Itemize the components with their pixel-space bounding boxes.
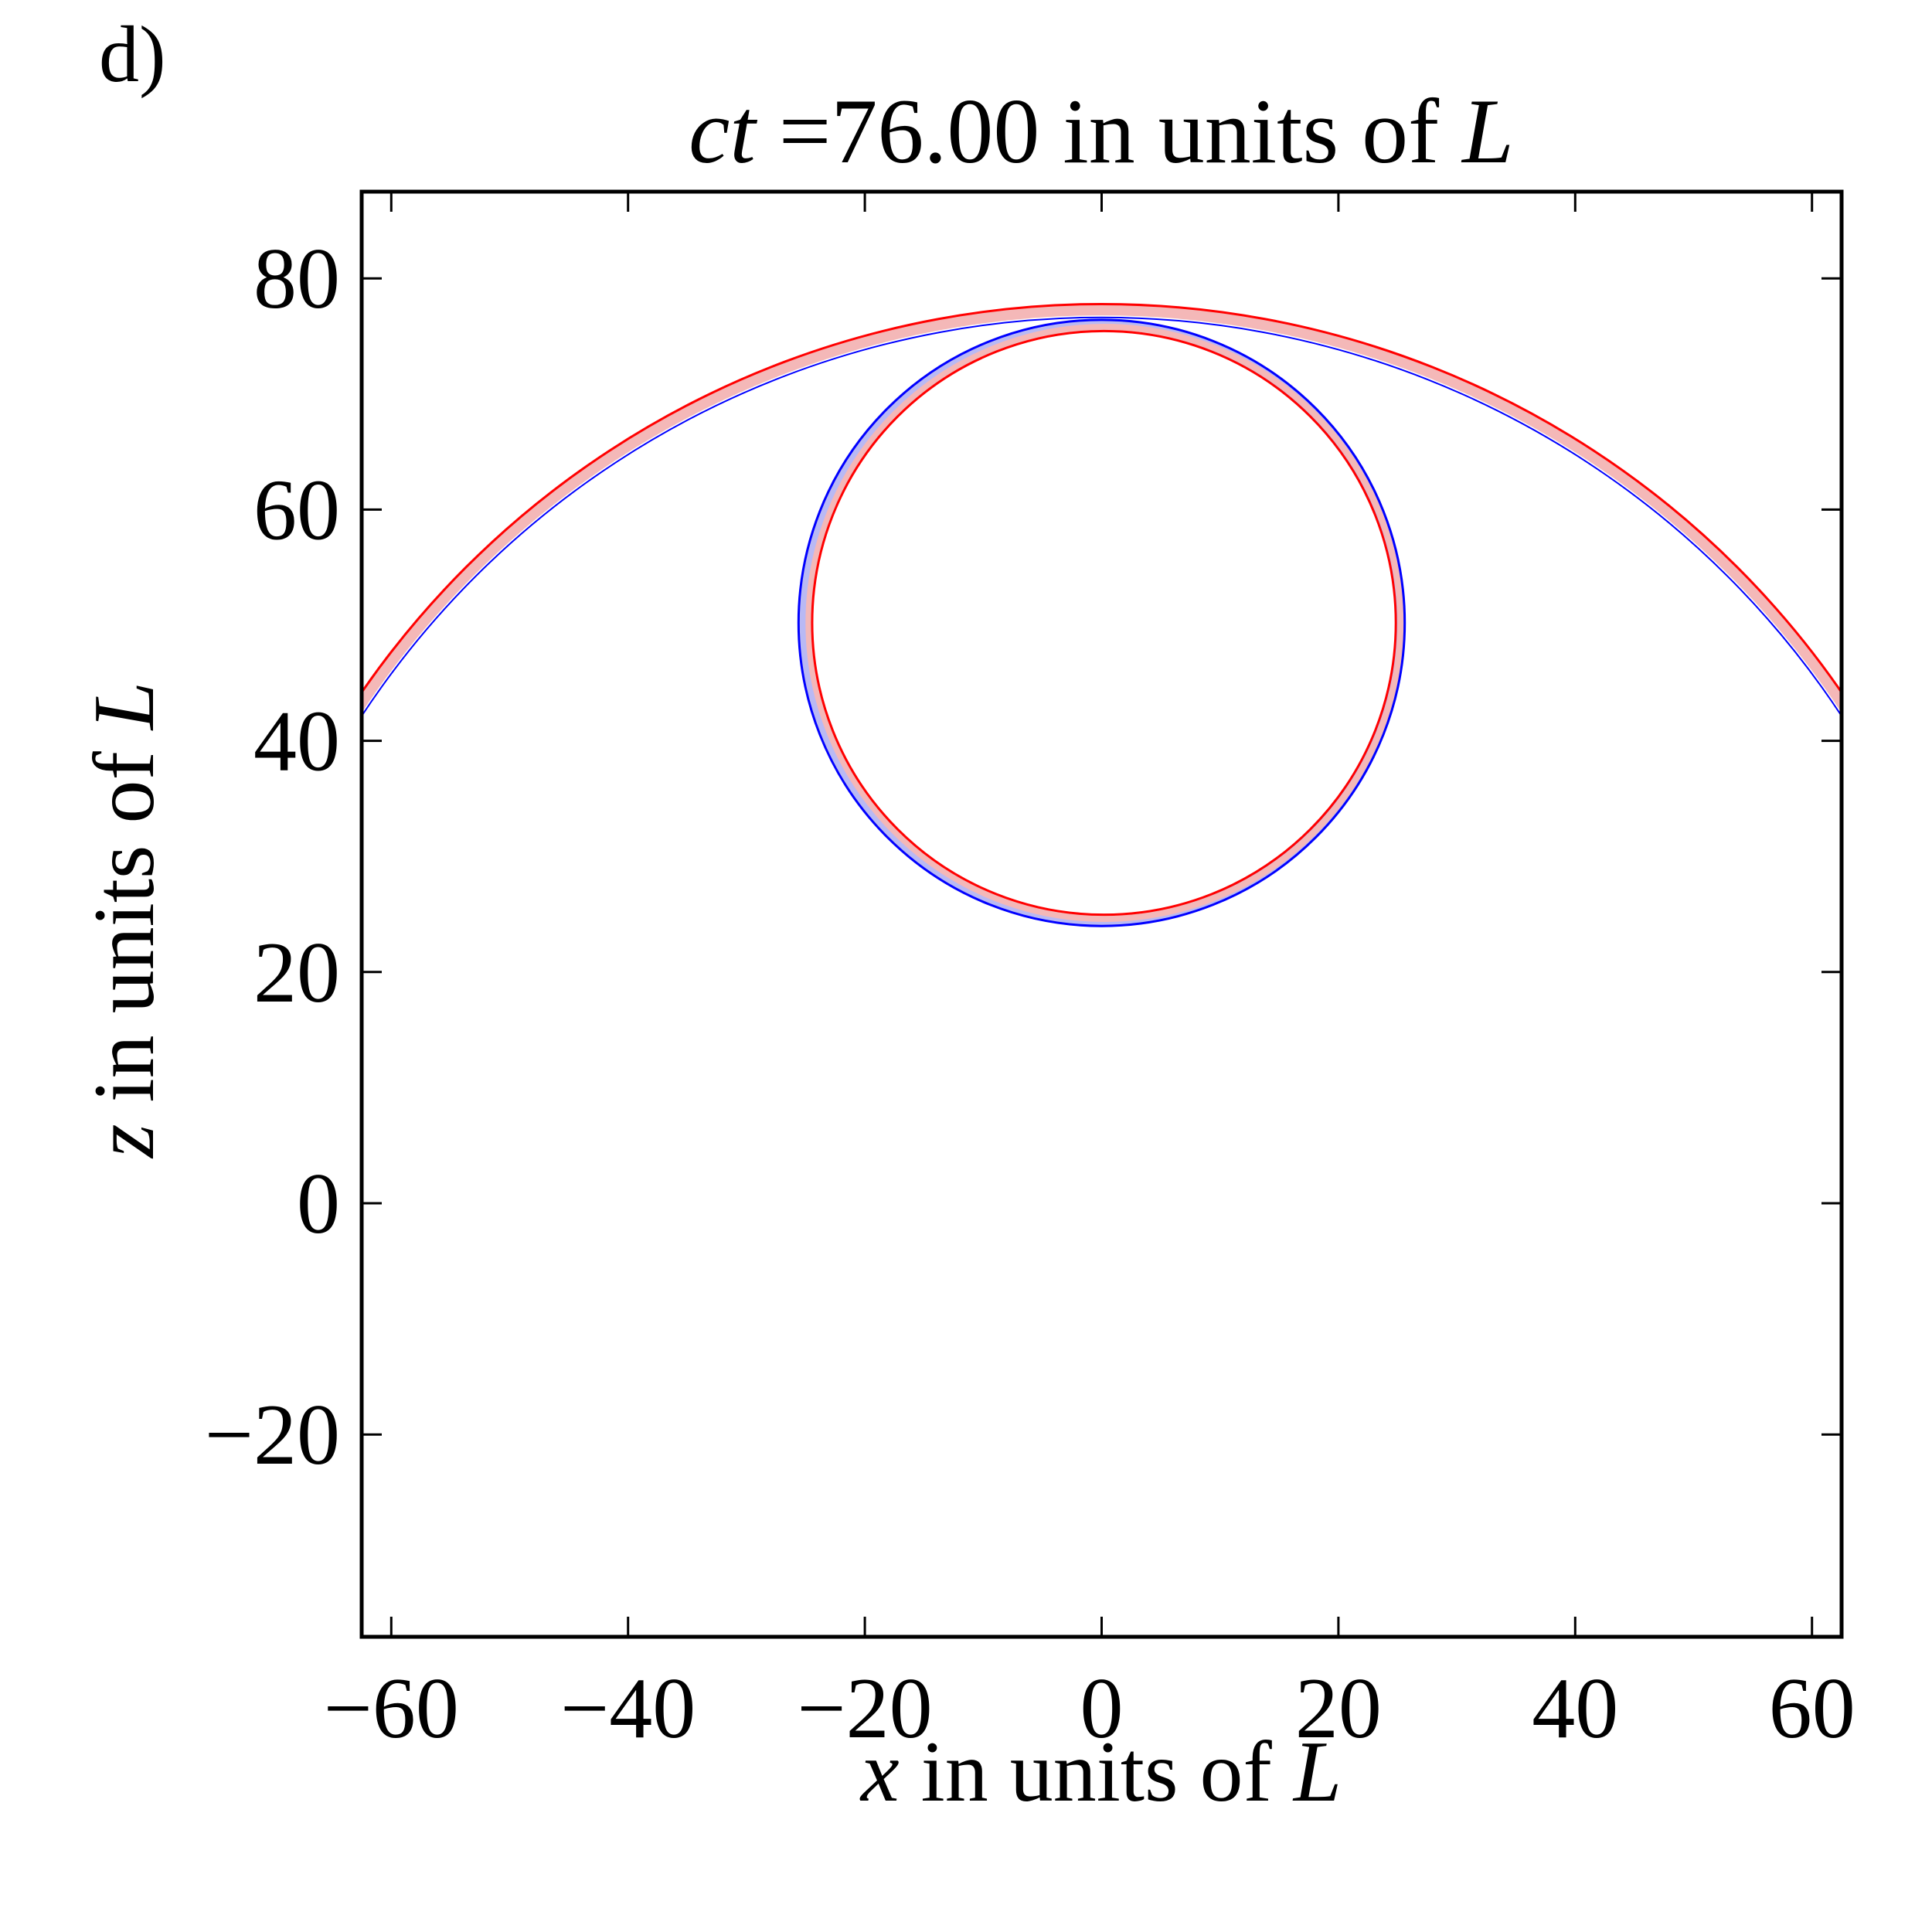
- tick-labels: −60 −40 −20 0 20 40 60 −20 0 20 40 60 80: [205, 231, 1855, 1757]
- inner-edge-blue: [797, 318, 1406, 927]
- inner-band-red: [805, 324, 1404, 923]
- title-unit: L: [1461, 80, 1514, 182]
- plot-area: [362, 303, 1842, 927]
- x-axis-variable: x: [859, 1724, 900, 1820]
- y-axis-label: z in units of L: [77, 682, 172, 1159]
- y-tick-label: 80: [253, 231, 340, 327]
- x-tick-label: −40: [560, 1661, 696, 1757]
- y-tick-label: 20: [253, 925, 340, 1021]
- y-tick-label: 60: [253, 462, 340, 558]
- x-axis-label: x in units of L: [859, 1724, 1342, 1820]
- y-tick-label: 0: [297, 1156, 340, 1252]
- x-axis-text: in units of: [900, 1724, 1294, 1820]
- inner-edge-red: [811, 329, 1397, 917]
- chart-title: ct =76.00 in units of L: [689, 80, 1514, 182]
- title-variable: ct: [689, 80, 757, 182]
- x-tick-label: 60: [1769, 1661, 1855, 1757]
- x-axis-unit: L: [1292, 1724, 1342, 1820]
- inner-wavefront: [797, 318, 1406, 927]
- x-tick-label: −60: [324, 1661, 459, 1757]
- x-tick-label: 20: [1295, 1661, 1382, 1757]
- x-tick-label: −20: [798, 1661, 933, 1757]
- outer-band: [362, 304, 1842, 713]
- x-tick-label: 40: [1532, 1661, 1618, 1757]
- axes-frame: [359, 189, 1844, 1639]
- y-axis-text: in units of: [77, 730, 172, 1124]
- outer-edge-red: [362, 303, 1842, 695]
- title-text: =76.00 in units of: [756, 80, 1462, 182]
- y-tick-label: −20: [205, 1387, 340, 1483]
- y-axis-variable: z: [77, 1124, 172, 1159]
- outer-wavefront: [362, 303, 1842, 717]
- axis-ticks: [362, 192, 1842, 1637]
- y-tick-label: 40: [253, 694, 340, 790]
- x-tick-label: 0: [1080, 1661, 1124, 1757]
- outer-edge-blue: [362, 316, 1842, 717]
- y-axis-unit: L: [77, 682, 172, 731]
- panel-label: d): [99, 10, 166, 99]
